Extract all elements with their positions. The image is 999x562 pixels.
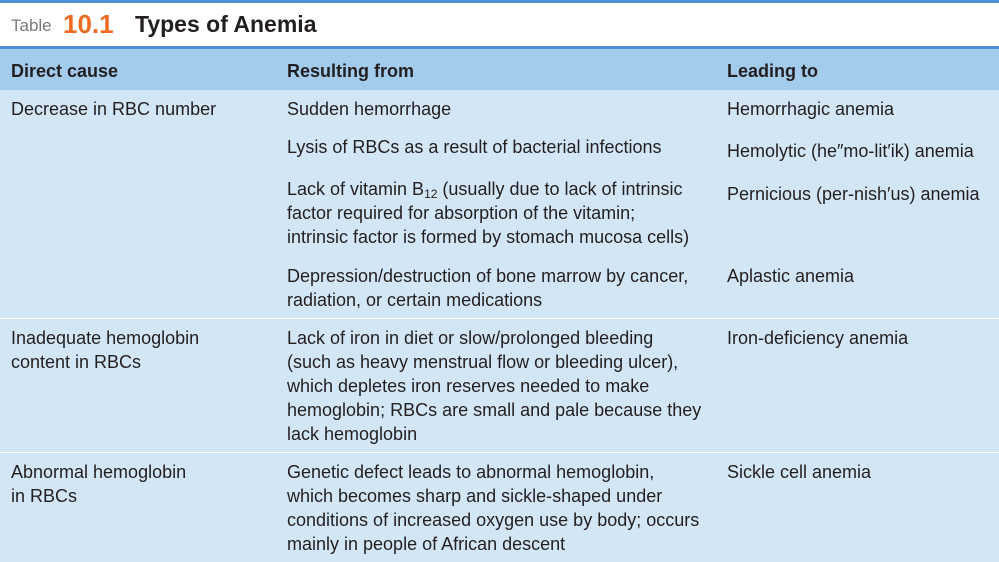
row3-resulting-line1: Genetic defect leads to abnormal hemoglo… <box>287 462 655 482</box>
table-title: Types of Anemia <box>135 11 317 37</box>
row1-entry4-resulting-line1: Depression/destruction of bone marrow by… <box>287 266 689 286</box>
b12-subscript: 12 <box>424 187 438 201</box>
row-separator <box>0 318 999 319</box>
row3-leading: Sickle cell anemia <box>727 462 872 482</box>
row1-direct-cause: Decrease in RBC number <box>11 99 217 119</box>
row2-resulting-line1: Lack of iron in diet or slow/prolonged b… <box>287 328 654 348</box>
row1-entry4-resulting-line2: radiation, or certain medications <box>287 290 543 310</box>
row3-resulting-line4: mainly in people of African descent <box>287 534 566 554</box>
row2-direct-cause-line1: Inadequate hemoglobin <box>11 328 200 348</box>
table-number: 10.1 <box>63 9 114 39</box>
row3-direct-cause-line2: in RBCs <box>11 486 78 506</box>
row2-resulting-line4: hemoglobin; RBCs are small and pale beca… <box>287 400 702 420</box>
row1-entry3-resulting-line1: Lack of vitamin B12 (usually due to lack… <box>287 177 683 201</box>
row3-resulting-line3: conditions of increased oxygen use by bo… <box>287 510 700 530</box>
row3-resulting-line2: which becomes sharp and sickle-shaped un… <box>287 486 663 506</box>
row-separator <box>0 452 999 453</box>
row1-entry1-resulting: Sudden hemorrhage <box>287 99 452 119</box>
table-header-row: Direct cause Resulting from Leading to <box>0 46 999 90</box>
anemia-table: Direct cause Resulting from Leading to D… <box>0 46 999 562</box>
header-leading-to: Leading to <box>727 61 818 81</box>
b12-text-after: (usually due to lack of intrinsic <box>437 179 683 199</box>
header-resulting-from: Resulting from <box>287 61 415 81</box>
row1-entry2-leading: Hemolytic (he″mo-lit′ik) anemia <box>727 141 974 161</box>
table-title-bar: Table 10.1 Types of Anemia <box>0 0 999 46</box>
row1-entry2-resulting: Lysis of RBCs as a result of bacterial i… <box>287 137 662 157</box>
row1-entry3-leading: Pernicious (per-nish′us) anemia <box>727 184 980 204</box>
row1-entry3-resulting-line2: factor required for absorption of the vi… <box>287 203 636 223</box>
row3-direct-cause-line1: Abnormal hemoglobin <box>11 462 187 482</box>
row1-entry4-leading: Aplastic anemia <box>727 266 855 286</box>
row2-direct-cause-line2: content in RBCs <box>11 352 142 372</box>
row2-resulting-line2: (such as heavy menstrual flow or bleedin… <box>287 352 679 372</box>
row1-entry1-leading: Hemorrhagic anemia <box>727 99 895 119</box>
header-direct-cause: Direct cause <box>11 61 119 81</box>
row2-resulting-line3: which depletes iron reserves needed to m… <box>287 376 650 396</box>
table-label: Table <box>11 16 52 35</box>
row2-leading: Iron-deficiency anemia <box>727 328 909 348</box>
row2-resulting-line5: lack hemoglobin <box>287 424 418 444</box>
row1-entry3-resulting-line3: intrinsic factor is formed by stomach mu… <box>287 227 690 247</box>
b12-text-before: Lack of vitamin B <box>287 179 425 199</box>
